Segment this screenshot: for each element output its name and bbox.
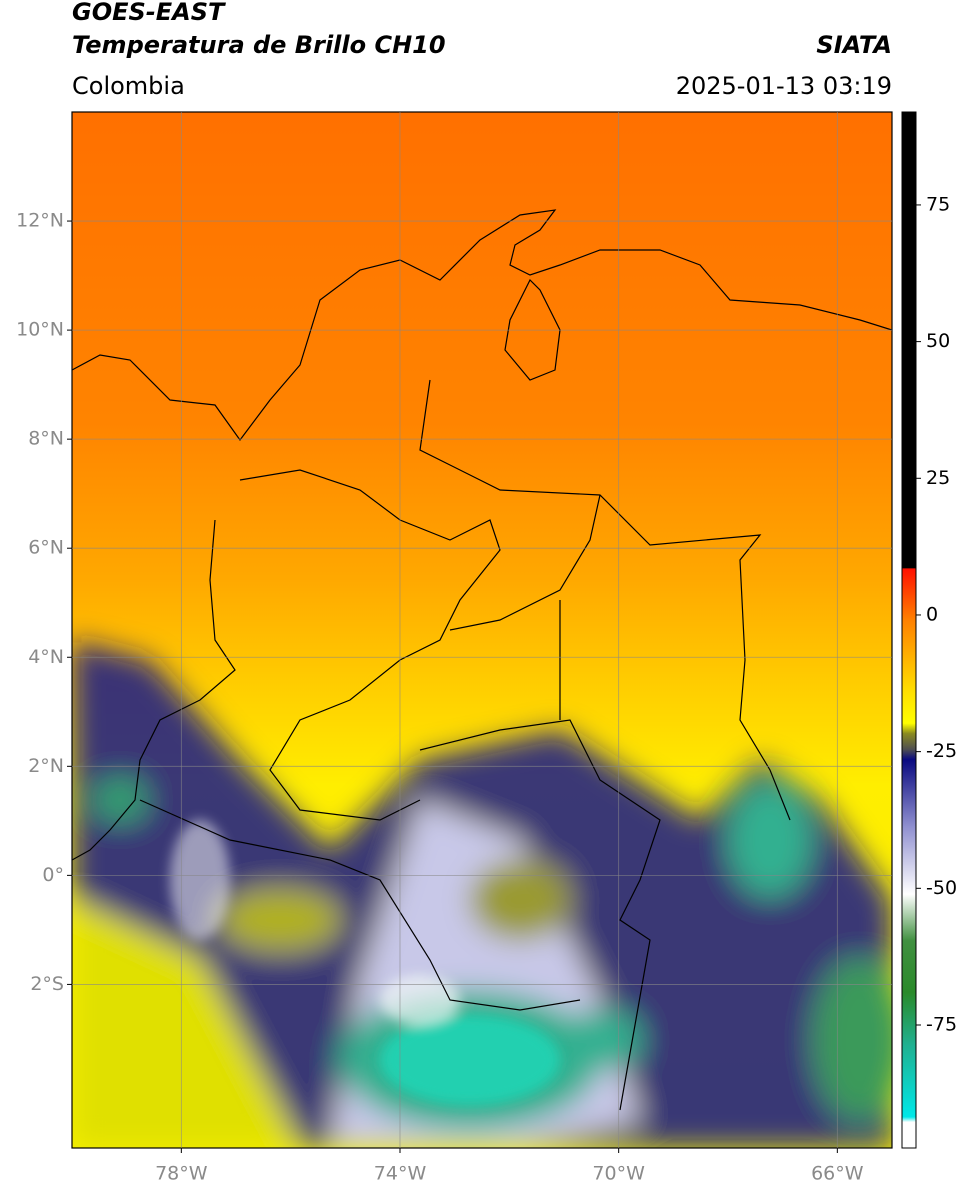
- lat-tick-label: 8°N: [28, 428, 64, 450]
- lon-tick-label: 78°W: [155, 1163, 208, 1185]
- lon-tick-label: 70°W: [592, 1163, 645, 1185]
- source: SIATA: [816, 31, 892, 59]
- lon-tick-label: 74°W: [374, 1163, 427, 1185]
- lat-tick-label: 12°N: [16, 210, 64, 232]
- lat-tick-label: 0°: [42, 864, 64, 886]
- title-line2: Temperatura de Brillo CH10: [72, 31, 446, 59]
- colorbar-tick-label: 50: [926, 330, 950, 352]
- lat-tick-label: 10°N: [16, 319, 64, 341]
- datetime: 2025-01-13 03:19: [676, 72, 892, 100]
- map-image: [72, 112, 892, 1148]
- lat-tick-label: 2°N: [28, 755, 64, 777]
- title-line1: GOES-EAST: [72, 0, 226, 26]
- colorbar-tick-label: 75: [926, 193, 950, 215]
- lon-tick-label: 66°W: [811, 1163, 864, 1185]
- borders: [72, 209, 892, 1111]
- colorbar-tick-label: -25: [926, 740, 957, 762]
- region: Colombia: [72, 72, 185, 100]
- colorbar: [901, 111, 917, 1149]
- colorbar-tick-label: -75: [926, 1013, 957, 1035]
- clouds: [72, 640, 892, 1148]
- lat-tick-label: 2°S: [30, 973, 64, 995]
- lat-tick-label: 4°N: [28, 646, 64, 668]
- colorbar-tick-label: 25: [926, 467, 950, 489]
- colorbar-tick-label: 0: [926, 603, 938, 625]
- lat-tick-label: 6°N: [28, 537, 64, 559]
- colorbar-tick-label: -50: [926, 877, 957, 899]
- map-frame: [71, 111, 893, 1149]
